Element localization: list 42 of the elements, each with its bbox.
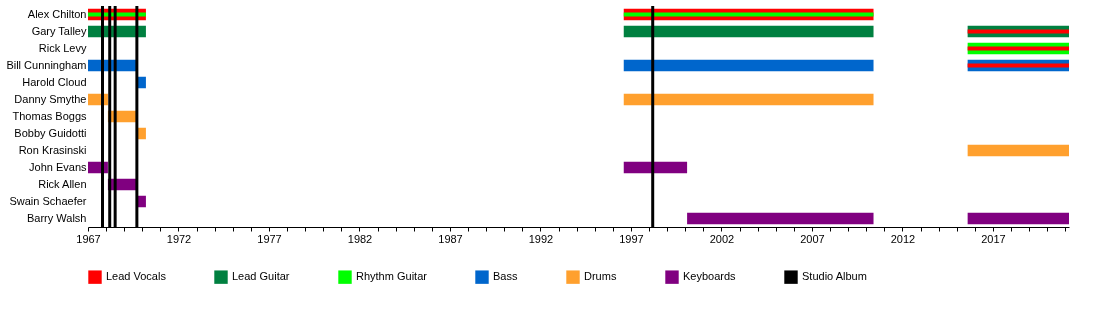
x-tick-label: 1967: [76, 232, 101, 245]
y-tick-label: Rick Levy: [38, 41, 87, 54]
y-tick-label: Ron Krasinski: [18, 143, 87, 156]
bar: [967, 212, 1069, 225]
bar: [623, 93, 874, 106]
y-tick-label: John Evans: [29, 160, 87, 173]
bar: [967, 63, 1069, 68]
x-tick-label: 1972: [166, 232, 192, 245]
bar: [967, 144, 1069, 157]
legend-label: Studio Album: [802, 270, 867, 283]
x-tick-label: 1997: [619, 232, 644, 245]
legend-label: Rhythm Guitar: [356, 270, 428, 283]
y-tick-label: Danny Smythe: [14, 92, 87, 105]
bar: [967, 46, 1069, 51]
bar: [623, 59, 874, 72]
y-tick-label: Rick Allen: [38, 177, 87, 190]
bar: [623, 25, 874, 38]
y-tick-label: Thomas Boggs: [12, 109, 87, 122]
legend-label: Drums: [584, 270, 617, 283]
x-tick-label: 1977: [257, 232, 282, 245]
x-tick-label: 1992: [528, 232, 554, 245]
y-tick-label: Harold Cloud: [22, 75, 87, 88]
x-tick-label: 2002: [709, 232, 735, 245]
legend-label: Lead Vocals: [106, 270, 167, 283]
y-tick-label: Bobby Guidotti: [14, 126, 87, 139]
y-tick-label: Barry Walsh: [27, 211, 87, 224]
bar: [687, 212, 874, 225]
y-tick-label: Bill Cunningham: [6, 58, 87, 71]
x-tick-label: 1987: [438, 232, 463, 245]
bar: [623, 12, 874, 17]
y-tick-label: Alex Chilton: [27, 7, 87, 20]
y-tick-label: Gary Talley: [31, 24, 87, 37]
legend-label: Keyboards: [683, 270, 737, 283]
x-tick-label: 2017: [981, 232, 1006, 245]
legend-label: Lead Guitar: [232, 270, 290, 283]
bar: [967, 29, 1069, 34]
x-tick-label: 2012: [890, 232, 916, 245]
legend-label: Bass: [493, 270, 518, 283]
y-tick-label: Swain Schaefer: [9, 194, 87, 207]
bar: [623, 161, 688, 174]
x-tick-label: 2007: [800, 232, 825, 245]
x-tick-label: 1982: [347, 232, 373, 245]
